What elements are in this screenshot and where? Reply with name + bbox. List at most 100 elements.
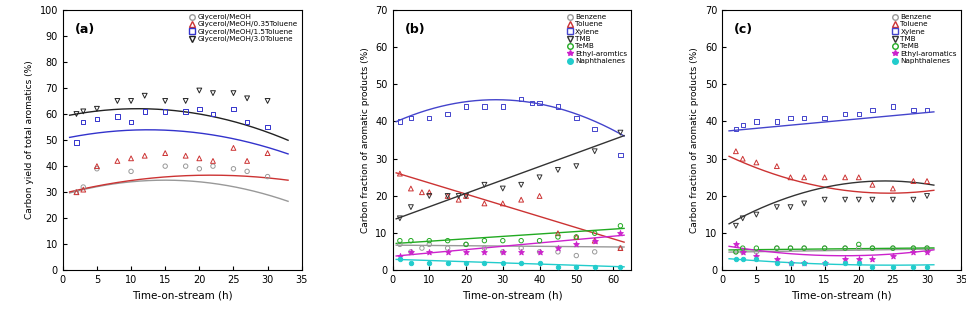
Point xyxy=(782,204,798,210)
Point xyxy=(851,111,867,117)
Point xyxy=(587,149,603,154)
Point xyxy=(769,204,784,210)
Point xyxy=(749,257,764,262)
Y-axis label: Carbon fraction of aromatic products (%): Carbon fraction of aromatic products (%) xyxy=(360,47,370,233)
Point xyxy=(514,97,529,102)
X-axis label: Time-on-stream (h): Time-on-stream (h) xyxy=(132,291,233,301)
Point xyxy=(851,260,867,266)
Point xyxy=(920,264,935,269)
Point xyxy=(476,104,492,109)
Point xyxy=(451,197,467,202)
Y-axis label: Carbon fraction of aromatic products (%): Carbon fraction of aromatic products (%) xyxy=(691,47,699,233)
Point xyxy=(532,175,548,180)
Point xyxy=(514,197,529,202)
Point xyxy=(403,115,418,120)
Point xyxy=(458,194,473,199)
Point xyxy=(735,249,751,254)
Point xyxy=(178,109,193,114)
Point xyxy=(728,223,744,228)
Point xyxy=(796,201,811,206)
Point xyxy=(403,186,418,191)
Point xyxy=(178,153,193,158)
Point xyxy=(89,117,104,122)
Point xyxy=(838,257,853,262)
Point xyxy=(838,175,853,180)
Point xyxy=(414,246,430,251)
Point xyxy=(865,197,880,202)
Point xyxy=(817,260,833,266)
Point xyxy=(514,246,529,251)
Point xyxy=(851,242,867,247)
Point xyxy=(421,242,437,247)
Point xyxy=(735,257,751,262)
Point xyxy=(920,178,935,184)
Point xyxy=(569,234,584,240)
Point xyxy=(240,119,255,124)
Point xyxy=(906,197,922,202)
Point xyxy=(885,264,900,269)
Point xyxy=(69,190,84,195)
Point xyxy=(612,246,628,251)
Point xyxy=(403,204,418,210)
Point xyxy=(440,249,455,254)
Point xyxy=(587,238,603,243)
Point xyxy=(906,108,922,113)
Point xyxy=(851,197,867,202)
Point xyxy=(440,260,455,266)
Point xyxy=(440,238,455,243)
Point xyxy=(240,96,255,101)
Point xyxy=(569,242,584,247)
Point xyxy=(817,246,833,251)
Point xyxy=(728,149,744,154)
Point xyxy=(782,246,798,251)
Point xyxy=(392,238,408,243)
Point xyxy=(551,249,566,254)
Point xyxy=(769,260,784,266)
Point xyxy=(612,231,628,236)
X-axis label: Time-on-stream (h): Time-on-stream (h) xyxy=(462,291,562,301)
Point xyxy=(569,234,584,240)
Point xyxy=(920,108,935,113)
Point xyxy=(440,194,455,199)
Point xyxy=(392,216,408,221)
Point xyxy=(495,186,510,191)
Point xyxy=(587,264,603,269)
Point xyxy=(838,246,853,251)
Point xyxy=(403,249,418,254)
Point xyxy=(75,109,91,114)
Point xyxy=(458,249,473,254)
Point xyxy=(191,156,207,161)
Point xyxy=(838,111,853,117)
Point xyxy=(782,175,798,180)
Point xyxy=(476,246,492,251)
Point xyxy=(124,119,139,124)
Point xyxy=(532,100,548,105)
Point xyxy=(817,197,833,202)
Point xyxy=(157,109,173,114)
Point xyxy=(817,175,833,180)
Point xyxy=(728,242,744,247)
Point xyxy=(75,185,91,190)
Text: (c): (c) xyxy=(734,23,753,36)
Point xyxy=(205,158,220,164)
Point xyxy=(885,246,900,251)
Point xyxy=(769,246,784,251)
Point xyxy=(587,126,603,131)
Point xyxy=(612,152,628,157)
Point xyxy=(495,249,510,254)
Point xyxy=(75,187,91,192)
Point xyxy=(865,182,880,187)
Point xyxy=(392,257,408,262)
Point xyxy=(191,106,207,111)
Point xyxy=(157,99,173,104)
Point xyxy=(551,246,566,251)
Point xyxy=(75,119,91,124)
Point xyxy=(532,249,548,254)
Point xyxy=(157,164,173,169)
Point xyxy=(865,108,880,113)
Point xyxy=(817,115,833,120)
Point xyxy=(124,99,139,104)
Point xyxy=(817,260,833,266)
Point xyxy=(906,178,922,184)
Point xyxy=(885,104,900,109)
